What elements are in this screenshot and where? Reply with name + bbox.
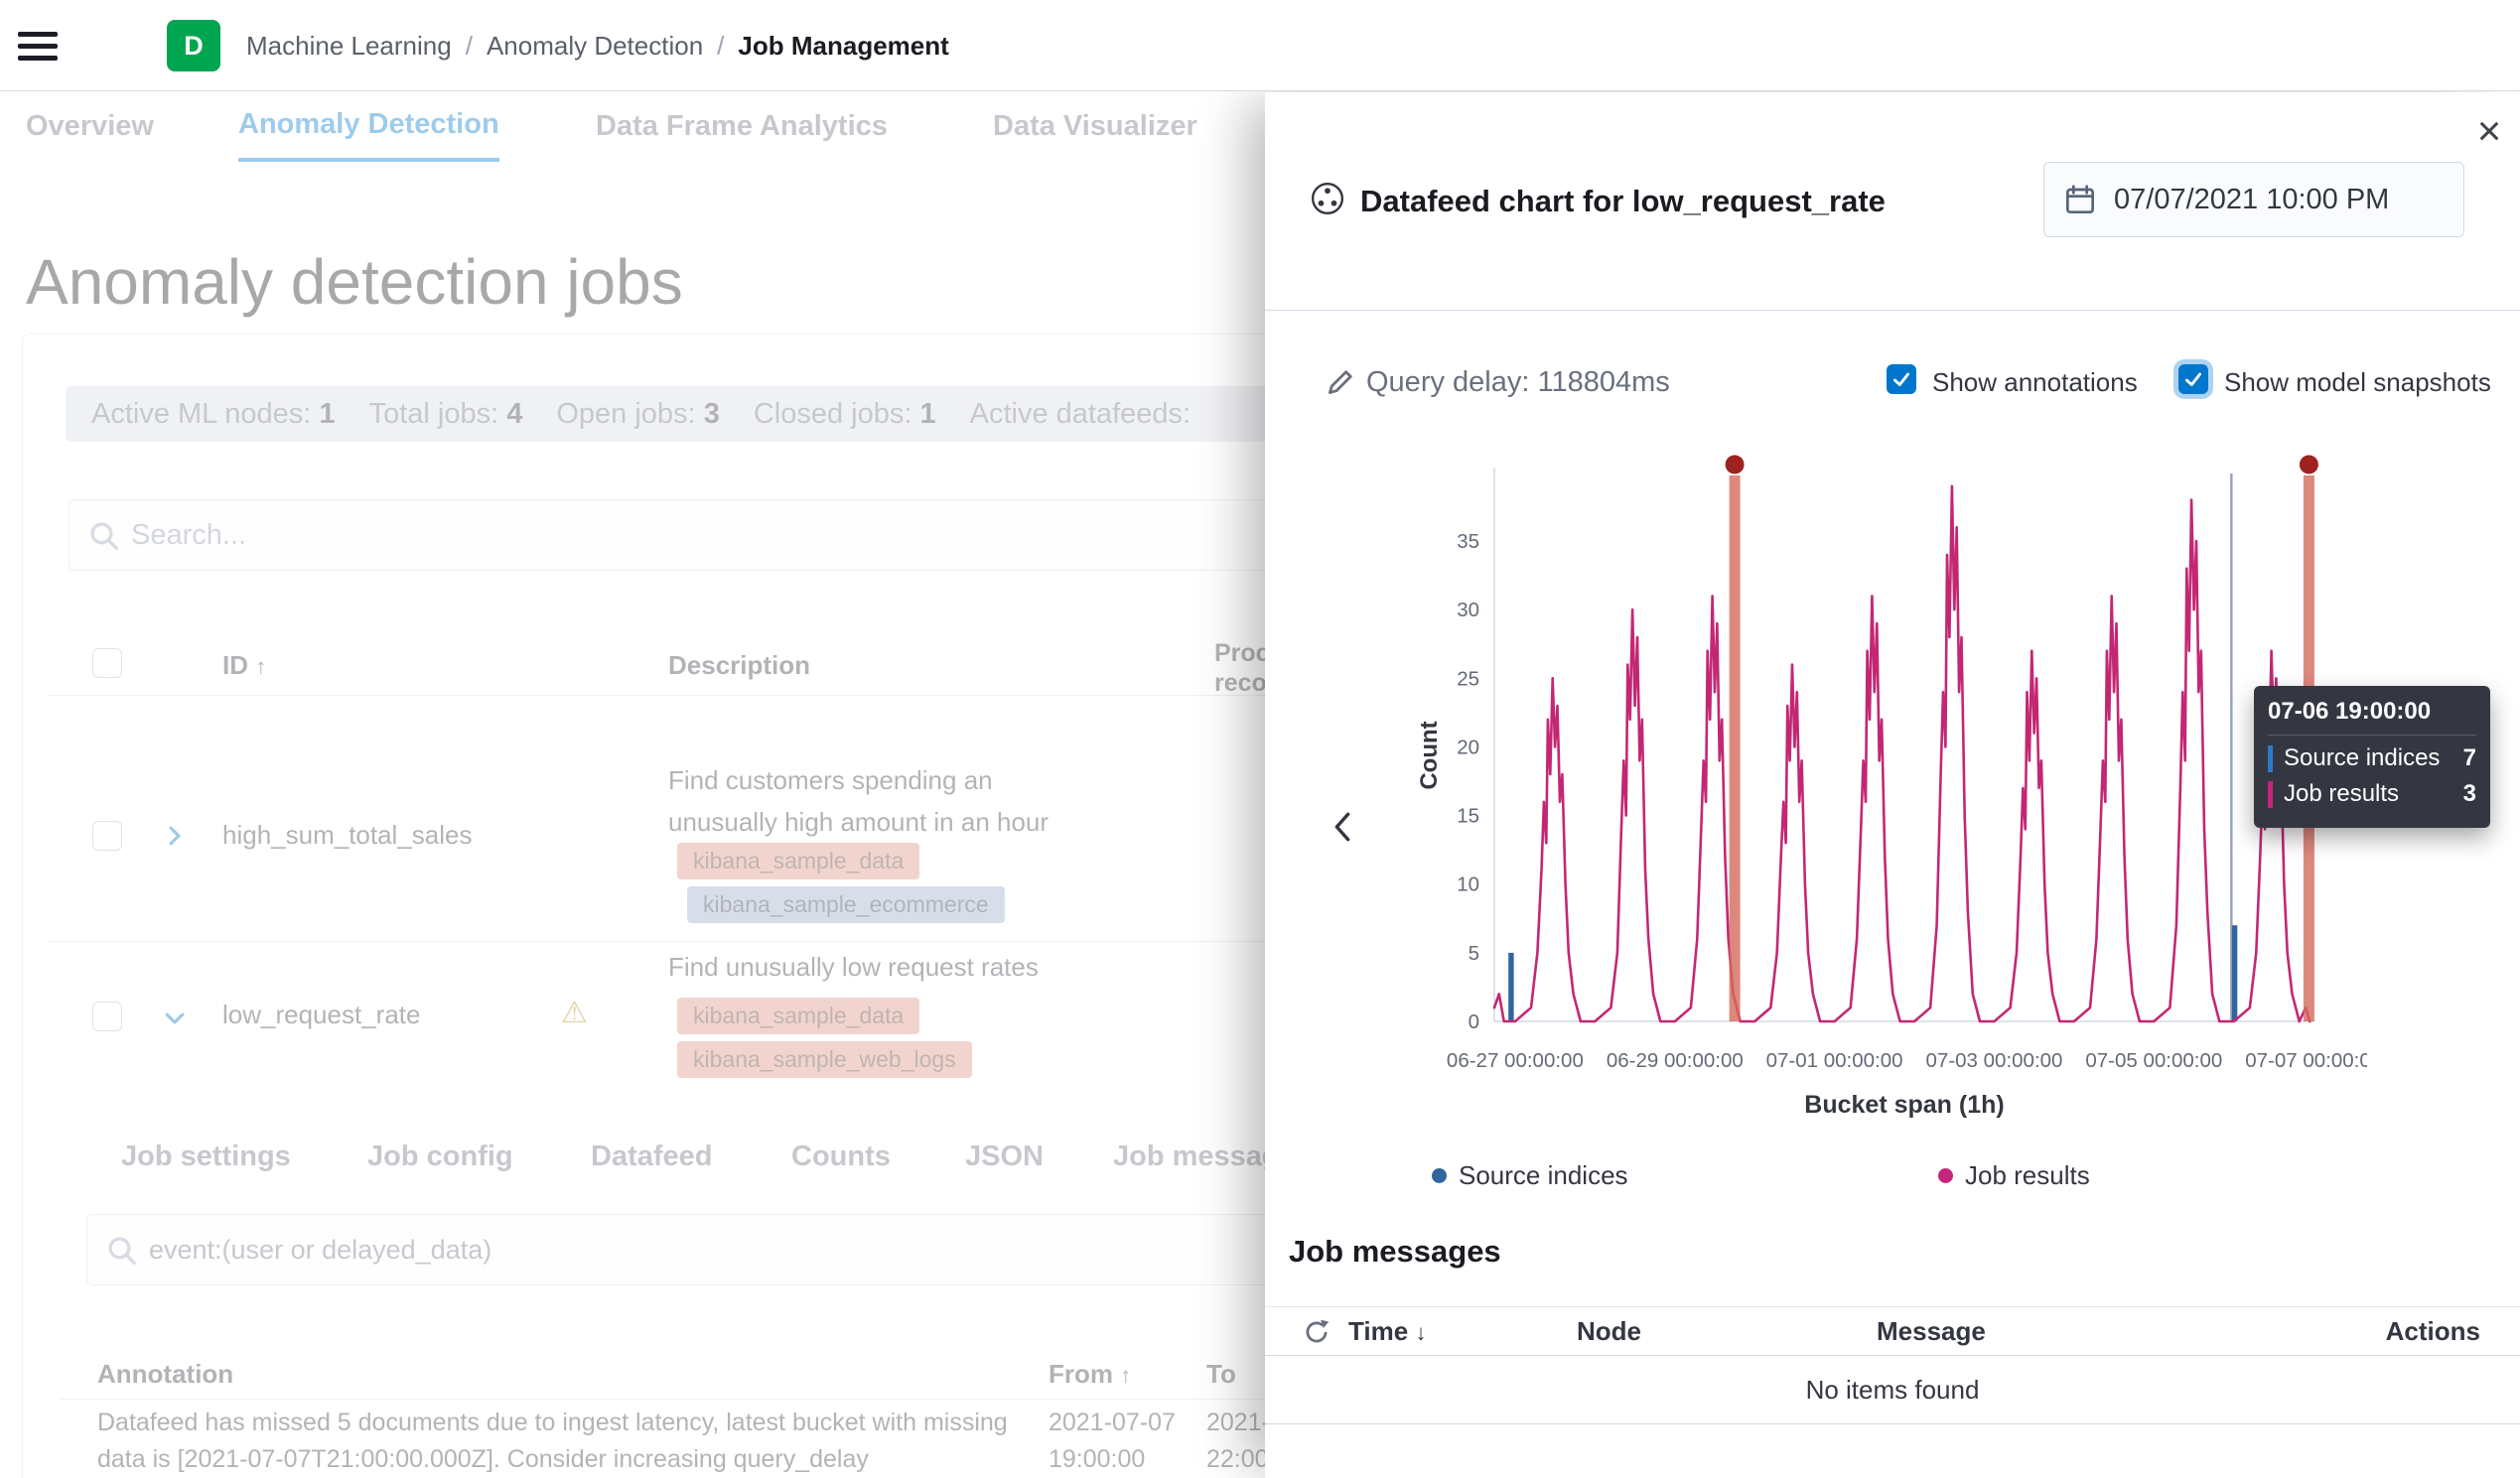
top-header: D Machine Learning / Anomaly Detection /… [0,0,2520,91]
column-header-message: Message [1877,1316,1986,1346]
edit-pencil-icon[interactable] [1327,368,1354,396]
flyout-title: Datafeed chart for low_request_rate [1360,184,1886,218]
svg-text:10: 10 [1457,873,1479,896]
job-results-swatch [2268,780,2273,808]
tooltip-timestamp: 07-06 19:00:00 [2268,698,2476,736]
svg-text:35: 35 [1457,530,1479,553]
calendar-icon [2066,185,2094,213]
datafeed-chart-flyout: × Datafeed chart for low_request_rate 07… [1265,92,2520,1478]
svg-text:30: 30 [1457,599,1479,621]
datafeed-chart[interactable]: 0 5 10 15 20 25 30 35 06-27 00:00:00 06-29 00:00:… [1414,450,2367,1105]
svg-text:06-27 00:00:00: 06-27 00:00:00 [1447,1049,1584,1072]
chart-tooltip: 07-06 19:00:00 Source indices 7 Job resu… [2254,686,2490,828]
show-model-snapshots-label[interactable]: Show model snapshots [2224,367,2491,397]
svg-text:06-29 00:00:00: 06-29 00:00:00 [1607,1049,1744,1072]
check-icon [1892,372,1910,386]
show-model-snapshots-checkbox[interactable] [2178,364,2208,394]
svg-text:07-03 00:00:00: 07-03 00:00:00 [1926,1049,2063,1072]
flyout-divider [1265,310,2520,311]
empty-table-message: No items found [1805,1375,1980,1405]
legend-job-results[interactable]: Job results [1938,1160,2090,1191]
tooltip-row: Source indices 7 [2268,744,2476,772]
breadcrumb-separator: / [465,30,473,61]
job-messages-title: Job messages [1289,1234,1501,1269]
close-icon[interactable]: × [2464,106,2514,156]
svg-text:07-01 00:00:00: 07-01 00:00:00 [1766,1049,1903,1072]
date-picker[interactable]: 07/07/2021 10:00 PM [2043,162,2464,237]
svg-text:25: 25 [1457,667,1479,690]
refresh-icon[interactable] [1303,1318,1330,1346]
column-header-actions: Actions [2385,1316,2480,1346]
check-icon [2184,372,2202,386]
svg-text:0: 0 [1469,1010,1479,1033]
svg-text:15: 15 [1457,805,1479,828]
breadcrumb: Machine Learning / Anomaly Detection / J… [246,0,949,91]
svg-text:20: 20 [1457,736,1479,758]
show-annotations-label[interactable]: Show annotations [1932,367,2138,397]
date-picker-value: 07/07/2021 10:00 PM [2114,183,2390,215]
job-messages-table-header: Time ↓ Node Message Actions [1265,1306,2520,1356]
legend-dot [1432,1168,1447,1183]
menu-hamburger-button[interactable] [16,24,62,67]
column-header-node: Node [1577,1316,1641,1346]
svg-text:07-05 00:00:00: 07-05 00:00:00 [2085,1049,2222,1072]
breadcrumb-anomaly-detection[interactable]: Anomaly Detection [486,30,704,61]
query-delay-text: Query delay: 118804ms [1366,366,1670,398]
legend-dot [1938,1168,1953,1183]
table-divider [1265,1423,2520,1424]
tooltip-row: Job results 3 [2268,780,2476,808]
legend-source-indices[interactable]: Source indices [1432,1160,1628,1191]
chart-page-left-button[interactable] [1319,803,1366,851]
svg-text:5: 5 [1469,942,1479,965]
ml-job-icon [1311,182,1344,215]
column-header-time[interactable]: Time ↓ [1348,1316,1427,1346]
source-indices-swatch [2268,744,2273,772]
breadcrumb-job-management: Job Management [738,30,949,61]
svg-text:07-07 00:00:00: 07-07 00:00:00 [2245,1049,2367,1072]
show-annotations-checkbox[interactable] [1887,364,1916,394]
space-avatar[interactable]: D [167,20,220,71]
breadcrumb-separator: / [717,30,725,61]
breadcrumb-machine-learning[interactable]: Machine Learning [246,30,452,61]
x-axis-title: Bucket span (1h) [1804,1091,2005,1119]
chevron-left-icon [1334,812,1350,842]
sort-desc-icon: ↓ [1415,1320,1427,1345]
